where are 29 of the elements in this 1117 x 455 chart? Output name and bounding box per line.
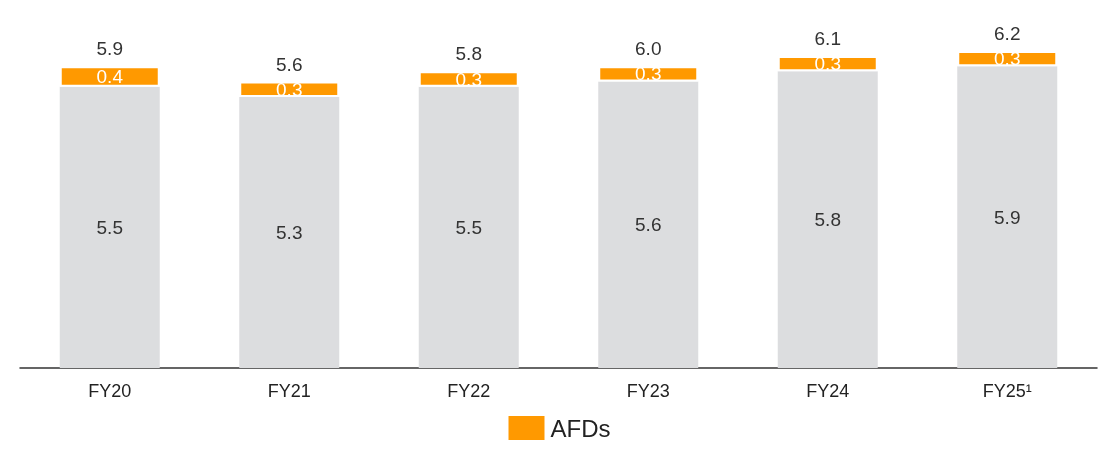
bar — [598, 81, 699, 368]
x-tick-label: FY24 — [806, 381, 850, 401]
total-label: 5.8 — [455, 43, 482, 65]
data-label: 5.5 — [455, 216, 482, 238]
total-label: 6.2 — [994, 22, 1021, 44]
x-tick-label: FY25¹ — [982, 381, 1032, 401]
total-label: 5.6 — [276, 53, 303, 75]
bar — [598, 66, 699, 82]
data-label: 0.4 — [96, 65, 124, 87]
total-label: 6.1 — [814, 28, 841, 50]
bar — [957, 66, 1058, 368]
x-tick-label: FY21 — [267, 381, 311, 401]
data-label: 5.6 — [635, 214, 662, 236]
bar — [239, 96, 340, 368]
x-tick-label: FY23 — [626, 381, 670, 401]
x-tick-label: FY22 — [447, 381, 491, 401]
bar — [59, 66, 160, 87]
total-label: 5.9 — [96, 38, 123, 60]
bar — [777, 71, 878, 368]
total-label: 6.0 — [635, 38, 662, 60]
x-tick-label: FY20 — [88, 381, 132, 401]
data-label: 5.5 — [96, 216, 123, 238]
data-label: 5.3 — [276, 221, 303, 243]
bar — [418, 71, 519, 87]
legend-label: AFDs — [550, 414, 611, 442]
data-label: 5.8 — [814, 209, 841, 231]
data-label: 5.9 — [994, 206, 1021, 228]
bar — [418, 86, 519, 368]
bar — [59, 86, 160, 368]
